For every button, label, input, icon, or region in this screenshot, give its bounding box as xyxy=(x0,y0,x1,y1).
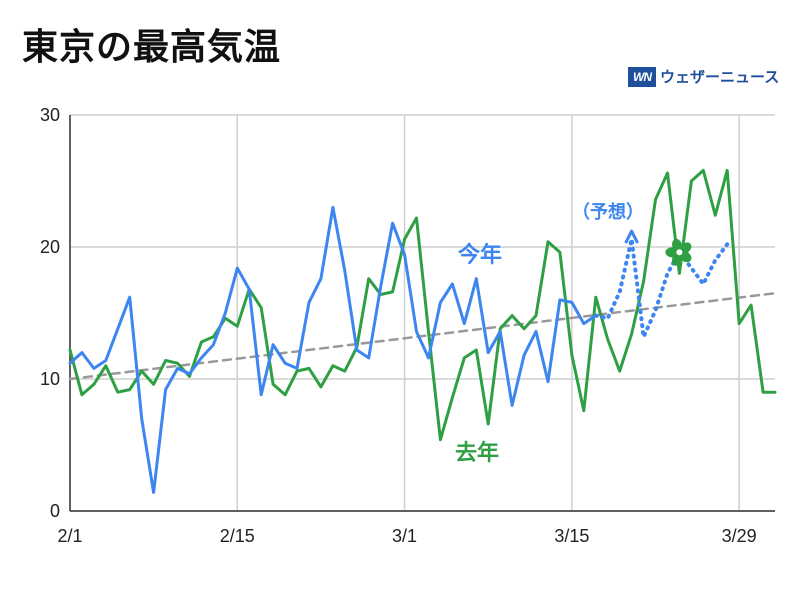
x-tick-label: 3/29 xyxy=(722,526,757,546)
series-line-forecast xyxy=(593,237,730,339)
last-year-label: 去年 xyxy=(455,440,499,466)
grid xyxy=(69,114,775,512)
forecast-arrow-icon xyxy=(624,229,639,244)
series-group xyxy=(68,168,777,494)
this-year-label: 今年 xyxy=(458,242,502,268)
x-tick-label: 2/1 xyxy=(57,526,82,546)
brand-logo: WN ウェザーニュース xyxy=(628,66,779,87)
y-tick-label: 10 xyxy=(40,369,60,389)
x-tick-label: 3/15 xyxy=(554,526,589,546)
y-tick-label: 20 xyxy=(40,237,60,257)
x-tick-label: 2/15 xyxy=(220,526,255,546)
y-tick-label: 0 xyxy=(50,501,60,521)
brand-name: ウェザーニュース xyxy=(660,68,780,86)
y-axis-ticks: 0 10 20 30 xyxy=(40,105,60,521)
cherry-blossom-icon xyxy=(665,238,692,266)
chart-title: 東京の最高気温 xyxy=(22,27,282,68)
forecast-label: （予想） xyxy=(572,201,644,223)
x-axis-ticks: 2/1 2/15 3/1 3/15 3/29 xyxy=(57,526,756,546)
series-line-this-year xyxy=(68,205,598,494)
y-tick-label: 30 xyxy=(40,105,60,125)
weathernews-logo-icon: WN xyxy=(628,66,656,87)
x-tick-label: 3/1 xyxy=(392,526,417,546)
series-line-normal xyxy=(68,291,777,381)
